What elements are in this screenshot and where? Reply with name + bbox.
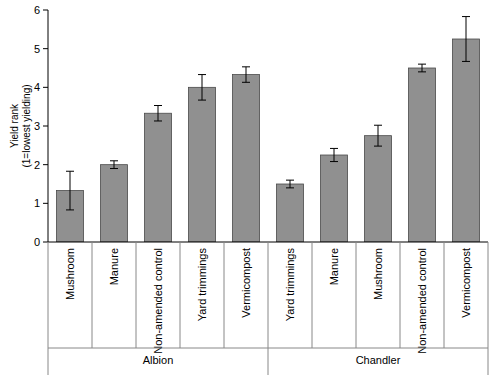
error-cap bbox=[154, 105, 162, 106]
error-bar bbox=[330, 148, 338, 161]
error-line bbox=[290, 180, 291, 188]
category-separator bbox=[92, 242, 93, 348]
chart: 0 1 2 3 4 5 6 Yield rank(1=lowest yielding) Mush… bbox=[0, 0, 500, 376]
error-cap bbox=[374, 125, 382, 126]
error-bar bbox=[198, 75, 206, 101]
error-bar bbox=[286, 180, 294, 188]
error-cap bbox=[330, 148, 338, 149]
error-line bbox=[114, 161, 115, 169]
error-cap bbox=[198, 74, 206, 75]
error-bar bbox=[154, 106, 162, 121]
category-separator bbox=[224, 242, 225, 348]
y-tick-label: 6 bbox=[34, 4, 40, 16]
category-separator bbox=[444, 242, 445, 348]
error-cap bbox=[462, 16, 470, 17]
error-cap bbox=[242, 66, 250, 67]
error-cap bbox=[330, 161, 338, 162]
y-axis-label-line: Yield rank bbox=[9, 103, 20, 148]
y-tick-label: 4 bbox=[34, 81, 40, 93]
error-bar bbox=[242, 67, 250, 82]
y-tick-label: 1 bbox=[34, 197, 40, 209]
y-tick bbox=[43, 203, 48, 204]
error-cap bbox=[242, 82, 250, 83]
x-tick-label: Yard trimmings bbox=[284, 248, 296, 322]
x-tick-label: Yard trimmings bbox=[196, 248, 208, 322]
y-axis-label: Yield rank(1=lowest yielding) bbox=[9, 84, 32, 167]
bar bbox=[145, 113, 172, 242]
x-tick-label: Vermicompost bbox=[460, 248, 472, 318]
category-separator bbox=[488, 242, 489, 375]
category-separator bbox=[180, 242, 181, 348]
error-cap bbox=[110, 160, 118, 161]
bar bbox=[101, 165, 128, 242]
category-separator bbox=[136, 242, 137, 348]
y-tick bbox=[43, 242, 48, 243]
error-cap bbox=[66, 171, 74, 172]
bar bbox=[189, 87, 216, 242]
error-cap bbox=[154, 120, 162, 121]
x-tick-label: Non-amended control bbox=[416, 248, 428, 354]
error-line bbox=[202, 75, 203, 101]
error-cap bbox=[66, 209, 74, 210]
x-tick-label: Manure bbox=[328, 248, 340, 285]
category-separator bbox=[400, 242, 401, 348]
error-cap bbox=[418, 71, 426, 72]
error-cap bbox=[198, 100, 206, 101]
y-axis-label-line: (1=lowest yielding) bbox=[21, 84, 32, 167]
y-tick-label: 5 bbox=[34, 43, 40, 55]
x-tick-label: Manure bbox=[108, 248, 120, 285]
bar bbox=[365, 136, 392, 242]
y-tick bbox=[43, 87, 48, 88]
error-bar bbox=[418, 64, 426, 72]
error-line bbox=[158, 106, 159, 121]
y-tick bbox=[43, 48, 48, 49]
error-cap bbox=[374, 146, 382, 147]
error-line bbox=[334, 148, 335, 161]
error-cap bbox=[418, 64, 426, 65]
x-tick-label: Mushroom bbox=[64, 248, 76, 300]
category-separator bbox=[48, 242, 49, 375]
y-tick bbox=[43, 126, 48, 127]
bar bbox=[453, 39, 480, 242]
error-line bbox=[466, 17, 467, 62]
group-label: Albion bbox=[143, 354, 174, 366]
bar bbox=[277, 184, 304, 242]
y-tick-label: 2 bbox=[34, 159, 40, 171]
category-separator bbox=[268, 242, 269, 375]
group-separator bbox=[268, 348, 488, 349]
category-separator bbox=[356, 242, 357, 348]
error-line bbox=[70, 171, 71, 210]
y-tick bbox=[43, 164, 48, 165]
group-separator bbox=[48, 348, 268, 349]
error-bar bbox=[374, 125, 382, 146]
error-line bbox=[246, 67, 247, 82]
bars bbox=[57, 17, 480, 242]
y-tick-label: 0 bbox=[34, 236, 40, 248]
error-line bbox=[378, 125, 379, 146]
error-cap bbox=[286, 180, 294, 181]
category-separator bbox=[312, 242, 313, 348]
error-bar bbox=[462, 17, 470, 62]
y-tick bbox=[43, 10, 48, 11]
x-tick-label: Non-amended control bbox=[152, 248, 164, 354]
bar bbox=[233, 75, 260, 242]
group-label: Chandler bbox=[356, 354, 401, 366]
error-cap bbox=[286, 187, 294, 188]
bar bbox=[409, 68, 436, 242]
error-line bbox=[422, 64, 423, 72]
error-cap bbox=[110, 168, 118, 169]
bar bbox=[321, 155, 348, 242]
error-bar bbox=[66, 171, 74, 210]
x-tick-label: Vermicompost bbox=[240, 248, 252, 318]
error-bar bbox=[110, 161, 118, 169]
error-cap bbox=[462, 61, 470, 62]
y-tick-label: 3 bbox=[34, 120, 40, 132]
x-tick-label: Mushroom bbox=[372, 248, 384, 300]
